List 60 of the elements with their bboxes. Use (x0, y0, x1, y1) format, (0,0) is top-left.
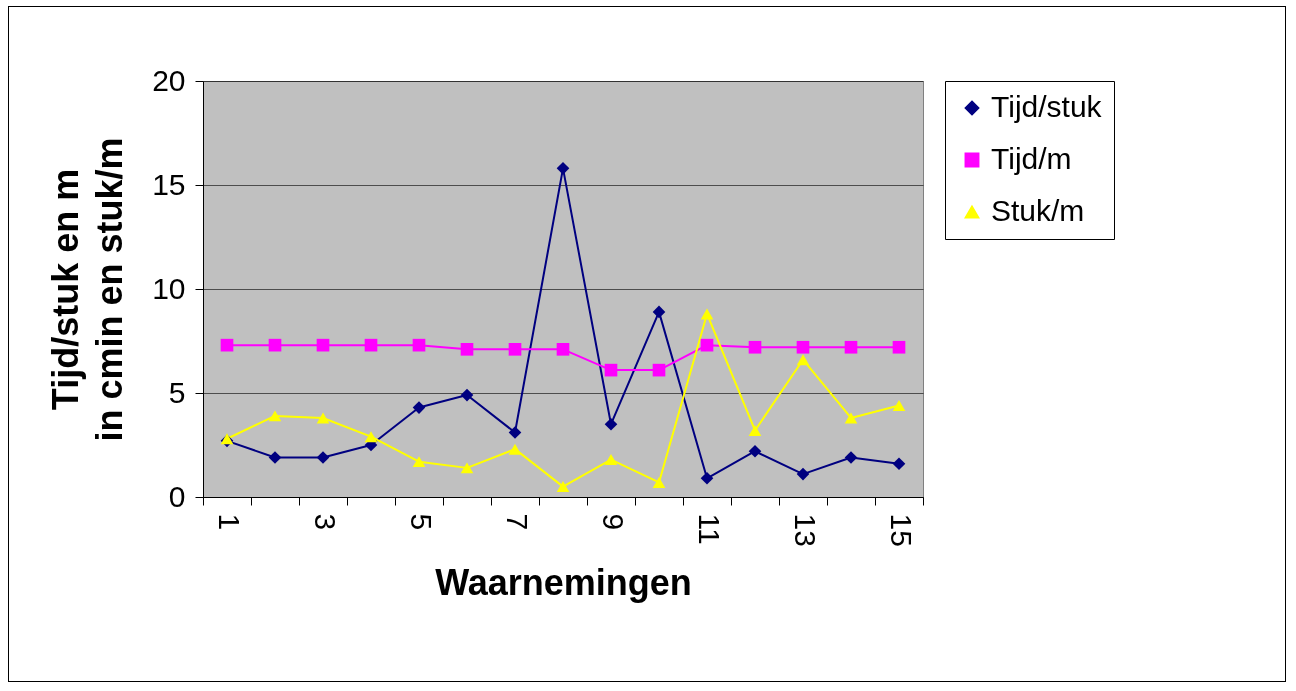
y-axis-title: Tijd/stuk en m in cmin en stuk/m (45, 137, 131, 442)
point (604, 363, 618, 377)
legend-label: Tijd/m (991, 142, 1072, 175)
point (412, 456, 426, 468)
point (412, 401, 426, 414)
x-tick-label: 15 (884, 513, 918, 547)
point (460, 462, 474, 474)
x-tick-label: 9 (596, 513, 630, 531)
x-tick-label: 13 (788, 513, 822, 547)
point (604, 417, 618, 431)
point (652, 363, 666, 377)
point (796, 354, 810, 366)
point (316, 338, 330, 352)
point (364, 338, 378, 352)
point (796, 467, 810, 481)
point (508, 343, 522, 356)
point (460, 343, 474, 356)
point (844, 412, 858, 424)
point (556, 162, 570, 175)
point (844, 451, 858, 464)
point (748, 340, 762, 354)
y-tick-label: 0 (168, 479, 186, 513)
point (412, 338, 426, 352)
x-tick-label: 1 (212, 513, 246, 531)
point (508, 443, 522, 455)
y-tick-label: 15 (152, 167, 186, 201)
x-tick-label: 11 (692, 513, 726, 545)
x-axis-title: Waarnemingen (435, 561, 692, 603)
legend-label: Tijd/stuk (991, 90, 1103, 123)
point (748, 424, 762, 436)
point (652, 305, 666, 319)
point (604, 454, 618, 466)
x-tick-label: 3 (308, 513, 342, 531)
legend-label: Stuk/m (991, 194, 1085, 227)
y-tick-label: 5 (168, 375, 186, 409)
point (268, 410, 282, 422)
point (892, 340, 906, 354)
point (892, 400, 906, 411)
point (748, 444, 762, 458)
point (268, 338, 282, 352)
point (556, 481, 570, 493)
point (796, 340, 810, 354)
point (460, 388, 474, 402)
point (844, 340, 858, 354)
x-tick-label: 7 (500, 513, 534, 531)
point (316, 451, 330, 464)
point (556, 343, 570, 356)
point (700, 308, 714, 320)
point (364, 431, 378, 443)
point (892, 457, 906, 471)
x-tick-label: 5 (404, 513, 438, 531)
y-tick-label: 10 (152, 271, 186, 305)
point (700, 338, 714, 352)
y-tick-label: 20 (152, 63, 186, 97)
point (316, 412, 330, 424)
point (508, 426, 522, 439)
point (700, 471, 714, 485)
point (652, 476, 666, 488)
point (220, 338, 234, 352)
point (268, 451, 282, 464)
